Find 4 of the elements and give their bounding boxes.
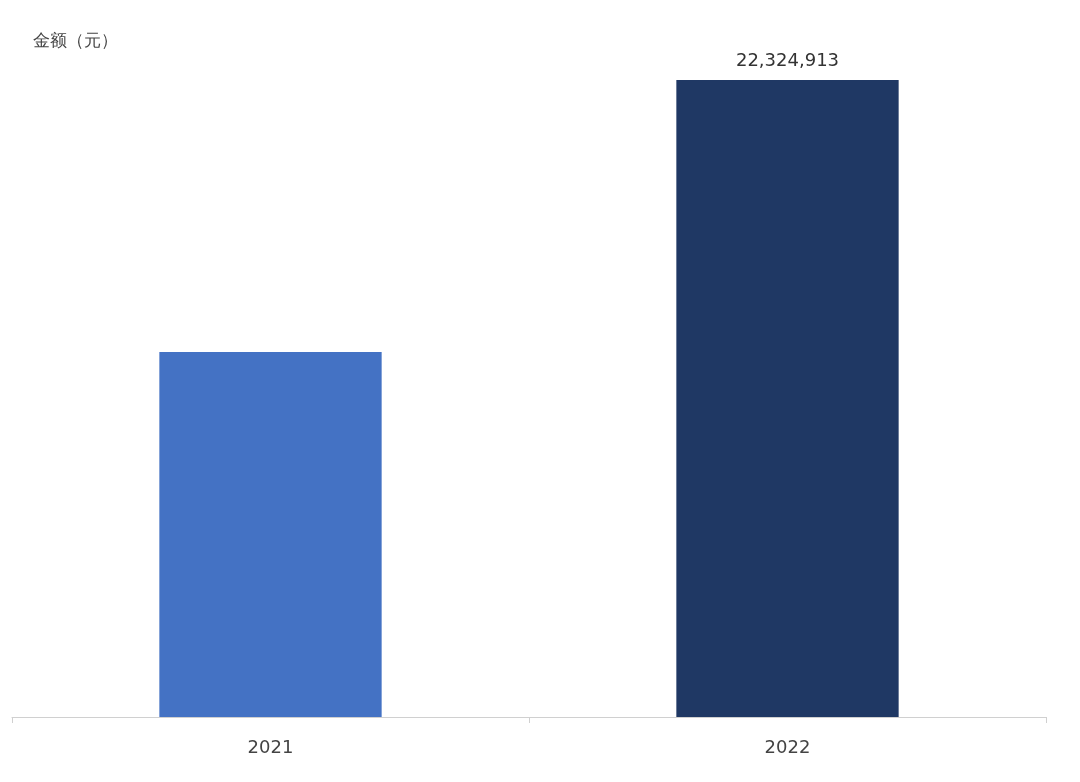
x-tick-label: 2021 [247,735,294,757]
y-axis-title: 金额（元） [33,29,118,50]
x-tick-label: 2022 [764,735,811,757]
data-label: 22,324,913 [735,48,840,70]
